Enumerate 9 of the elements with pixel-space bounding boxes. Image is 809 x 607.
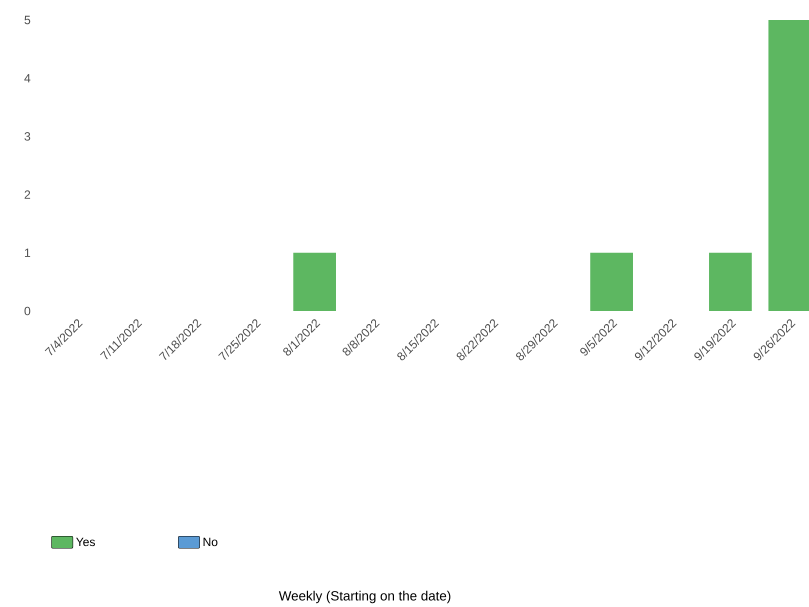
text: Weekly (Starting on the date) — [278, 590, 450, 604]
y-tick-label: 1 — [24, 248, 30, 257]
y-tick-label: 5 — [24, 16, 30, 24]
legend-label: No — [204, 538, 218, 546]
y-tick-label: 3 — [24, 132, 30, 141]
y-tick-label: 2 — [24, 190, 30, 199]
legend-label: Yes — [76, 538, 95, 546]
y-tick-label: 0 — [24, 306, 30, 316]
y-tick-label: 4 — [24, 74, 30, 82]
